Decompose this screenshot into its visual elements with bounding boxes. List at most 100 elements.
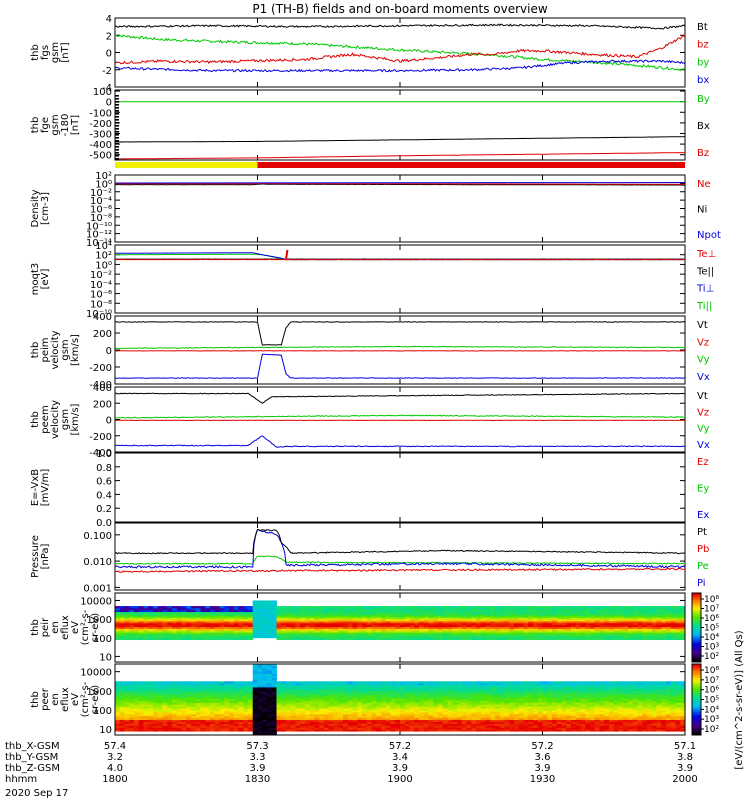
spectrogram-cell xyxy=(153,606,159,609)
spectrogram-cell xyxy=(371,637,377,641)
spectrogram-cell xyxy=(176,713,182,717)
spectrogram-cell xyxy=(613,626,619,629)
spectrogram-cell xyxy=(504,628,510,631)
spectrogram-cell xyxy=(466,635,472,639)
spectrogram-cell xyxy=(461,715,467,719)
spectrogram-cell xyxy=(542,617,548,620)
spectrogram-cell xyxy=(115,687,121,690)
spectrogram-cell xyxy=(647,613,653,616)
spectrogram-cell xyxy=(324,624,330,627)
spectrogram-cell xyxy=(542,628,548,631)
spectrogram-cell xyxy=(362,620,368,624)
spectrogram-cell xyxy=(157,719,163,722)
spectrogram-cell xyxy=(319,702,325,705)
spectrogram-cell xyxy=(167,630,173,633)
legend-bz: bz xyxy=(697,40,709,51)
spectrogram-cell xyxy=(371,688,377,692)
spectrogram-cell xyxy=(404,723,410,726)
spectrogram-cell xyxy=(404,721,410,724)
spectrogram-cell xyxy=(324,723,330,726)
spectrogram-cell xyxy=(295,635,301,639)
spectrogram-cell xyxy=(243,710,249,713)
spectrogram-cell xyxy=(138,698,144,701)
spectrogram-cell xyxy=(214,630,220,633)
spectrogram-cell xyxy=(670,635,676,639)
spectrogram-cell xyxy=(271,611,277,614)
spectrogram-cell xyxy=(352,696,358,699)
spectrogram-cell xyxy=(248,688,254,692)
spectrogram-cell xyxy=(604,611,610,614)
spectrogram-cell xyxy=(419,611,425,614)
spectrogram-cell xyxy=(200,700,206,703)
spectrogram-cell xyxy=(343,725,349,728)
spectrogram-cell xyxy=(129,702,135,705)
spectrogram-cell xyxy=(466,628,472,631)
spectrogram-cell xyxy=(419,721,425,724)
spectrogram-cell xyxy=(452,628,458,631)
spectrogram-cell xyxy=(271,711,277,715)
spectrogram-cell xyxy=(257,665,263,669)
spectrogram-cell xyxy=(561,624,567,627)
spectrogram-cell xyxy=(162,708,168,711)
spectrogram-cell xyxy=(195,702,201,705)
spectrogram-cell xyxy=(428,708,434,711)
spectrogram-cell xyxy=(305,611,311,614)
spectrogram-cell xyxy=(328,706,334,709)
spectrogram-cell xyxy=(499,685,505,688)
spectrogram-cell xyxy=(153,632,159,635)
spectrogram-cell xyxy=(423,619,429,622)
spectrogram-cell xyxy=(547,606,553,609)
spectrogram-cell xyxy=(157,628,163,631)
spectrogram-cell xyxy=(134,687,140,690)
spectrogram-cell xyxy=(129,725,135,728)
spectrogram-cell xyxy=(281,607,287,611)
spectrogram-cell xyxy=(176,706,182,709)
spectrogram-cell xyxy=(371,721,377,724)
spectrogram-cell xyxy=(143,606,149,609)
y-tick-label: -400 xyxy=(89,380,112,391)
spectrogram-cell xyxy=(257,717,263,721)
spectrogram-cell xyxy=(271,673,277,676)
spectrogram-cell xyxy=(476,687,482,690)
spectrogram-cell xyxy=(271,708,277,711)
spectrogram-cell xyxy=(566,628,572,631)
spectrogram-cell xyxy=(119,725,125,728)
spectrogram-cell xyxy=(447,606,453,609)
spectrogram-cell xyxy=(176,688,182,692)
spectrogram-cell xyxy=(504,715,510,719)
spectrogram-cell xyxy=(119,622,125,626)
spectrogram-cell xyxy=(404,690,410,694)
spectrogram-cell xyxy=(675,617,681,620)
spectrogram-cell xyxy=(205,687,211,690)
spectrogram-cell xyxy=(423,611,429,614)
spectrogram-cell xyxy=(347,729,353,732)
spectrogram-cell xyxy=(305,624,311,627)
spectrogram-cell xyxy=(238,609,244,613)
spectrogram-cell xyxy=(490,704,496,707)
spectrogram-cell xyxy=(219,710,225,713)
spectrogram-cell xyxy=(243,727,249,730)
spectrogram-cell xyxy=(176,727,182,730)
spectrogram-cell xyxy=(186,626,192,629)
spectrogram-cell xyxy=(129,706,135,709)
spectrogram-cell xyxy=(423,725,429,728)
spectrogram-cell xyxy=(191,622,197,626)
spectrogram-cell xyxy=(518,711,524,715)
spectrogram-cell xyxy=(333,611,339,614)
spectrogram-cell xyxy=(580,634,586,637)
spectrogram-cell xyxy=(267,694,273,698)
spectrogram-cell xyxy=(172,710,178,713)
spectrogram-cell xyxy=(324,711,330,715)
spectrogram-cell xyxy=(138,723,144,726)
spectrogram-cell xyxy=(376,687,382,690)
spectrogram-cell xyxy=(148,622,154,626)
spectrogram-cell xyxy=(115,617,121,620)
spectrogram-cell xyxy=(362,729,368,732)
spectrogram-cell xyxy=(186,719,192,722)
spectrogram-cell xyxy=(404,700,410,703)
spectrogram-cell xyxy=(514,619,520,622)
spectrogram-cell xyxy=(566,613,572,616)
spectrogram-cell xyxy=(290,607,296,611)
spectrogram-cell xyxy=(371,617,377,620)
spectrogram-cell xyxy=(214,685,220,688)
